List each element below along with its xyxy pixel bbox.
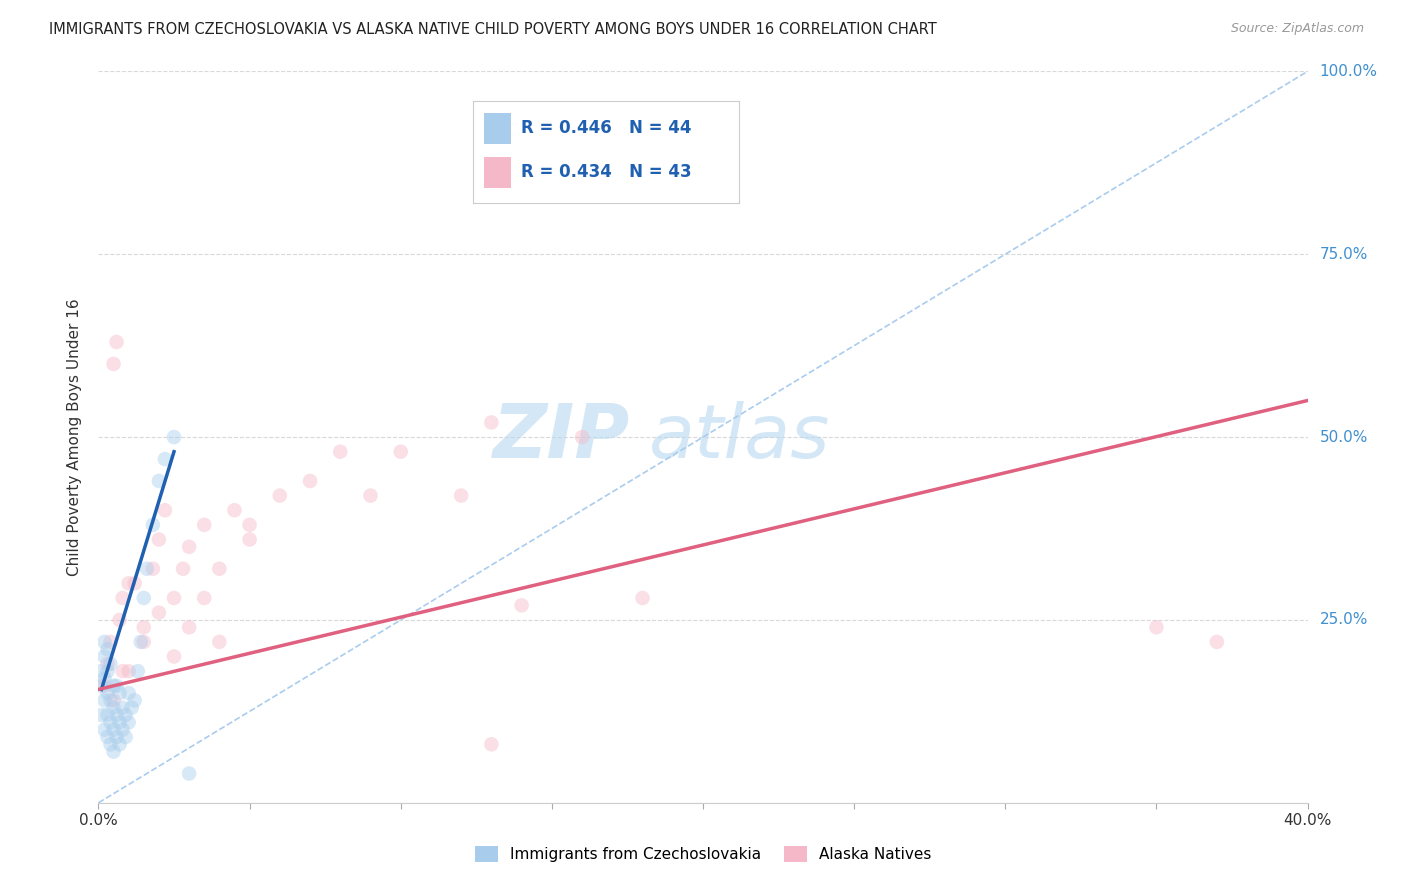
Point [153, 503, 176, 517]
Point [124, 576, 146, 591]
Point [121, 700, 143, 714]
Point [239, 533, 262, 547]
Point [631, 591, 654, 605]
Point [179, 766, 201, 780]
Point [96, 642, 118, 657]
Point [172, 562, 194, 576]
Point [118, 576, 141, 591]
Text: IMMIGRANTS FROM CZECHOSLOVAKIA VS ALASKA NATIVE CHILD POVERTY AMONG BOYS UNDER 1: IMMIGRANTS FROM CZECHOSLOVAKIA VS ALASKA… [49, 22, 936, 37]
Point [108, 613, 131, 627]
Point [103, 745, 125, 759]
Point [481, 737, 503, 751]
Point [103, 693, 125, 707]
Point [118, 715, 141, 730]
Point [114, 730, 136, 744]
Point [96, 730, 118, 744]
Point [93, 693, 115, 707]
Point [93, 679, 115, 693]
Point [118, 664, 141, 678]
Point [132, 591, 155, 605]
Point [111, 700, 134, 714]
Text: ZIP: ZIP [494, 401, 630, 474]
Point [129, 635, 152, 649]
Point [100, 715, 122, 730]
Point [103, 357, 125, 371]
Point [100, 657, 122, 671]
Point [105, 730, 128, 744]
Point [127, 664, 149, 678]
Point [1206, 635, 1229, 649]
Point [90, 708, 112, 723]
Point [1144, 620, 1167, 634]
Text: 100.0%: 100.0% [1320, 64, 1378, 78]
Point [163, 649, 186, 664]
Point [100, 693, 122, 707]
Point [193, 591, 215, 605]
Point [108, 737, 131, 751]
Text: atlas: atlas [648, 401, 830, 473]
Point [100, 737, 122, 751]
Point [111, 664, 134, 678]
Point [103, 723, 125, 737]
Point [450, 489, 472, 503]
Point [96, 686, 118, 700]
Point [148, 474, 170, 488]
Point [96, 708, 118, 723]
Point [93, 672, 115, 686]
Point [108, 715, 131, 730]
Point [114, 708, 136, 723]
Point [96, 657, 118, 671]
Point [148, 606, 170, 620]
Point [105, 679, 128, 693]
Text: 25.0%: 25.0% [1320, 613, 1368, 627]
Point [571, 430, 593, 444]
Point [142, 562, 165, 576]
Point [90, 679, 112, 693]
Point [105, 708, 128, 723]
Point [135, 562, 157, 576]
Point [208, 635, 231, 649]
Point [208, 562, 231, 576]
Point [132, 620, 155, 634]
Legend: Immigrants from Czechoslovakia, Alaska Natives: Immigrants from Czechoslovakia, Alaska N… [468, 840, 938, 868]
Point [103, 679, 125, 693]
Point [118, 686, 141, 700]
Point [389, 444, 412, 458]
Point [269, 489, 291, 503]
Point [100, 635, 122, 649]
Y-axis label: Child Poverty Among Boys Under 16: Child Poverty Among Boys Under 16 [67, 298, 83, 576]
Point [163, 430, 186, 444]
Point [163, 591, 186, 605]
Point [142, 517, 165, 532]
Text: Source: ZipAtlas.com: Source: ZipAtlas.com [1230, 22, 1364, 36]
Point [105, 334, 128, 349]
Point [93, 649, 115, 664]
Point [239, 517, 262, 532]
Point [193, 517, 215, 532]
Point [510, 599, 533, 613]
Text: 75.0%: 75.0% [1320, 247, 1368, 261]
Point [481, 416, 503, 430]
Point [108, 686, 131, 700]
Point [124, 693, 146, 707]
Point [153, 452, 176, 467]
Point [96, 664, 118, 678]
Point [329, 444, 352, 458]
Point [299, 474, 322, 488]
Point [179, 620, 201, 634]
Point [360, 489, 382, 503]
Point [132, 635, 155, 649]
Point [93, 635, 115, 649]
Point [224, 503, 246, 517]
Point [93, 723, 115, 737]
Text: 50.0%: 50.0% [1320, 430, 1368, 444]
Point [103, 700, 125, 714]
Point [111, 723, 134, 737]
Point [179, 540, 201, 554]
Point [90, 664, 112, 678]
Point [148, 533, 170, 547]
Point [111, 591, 134, 605]
